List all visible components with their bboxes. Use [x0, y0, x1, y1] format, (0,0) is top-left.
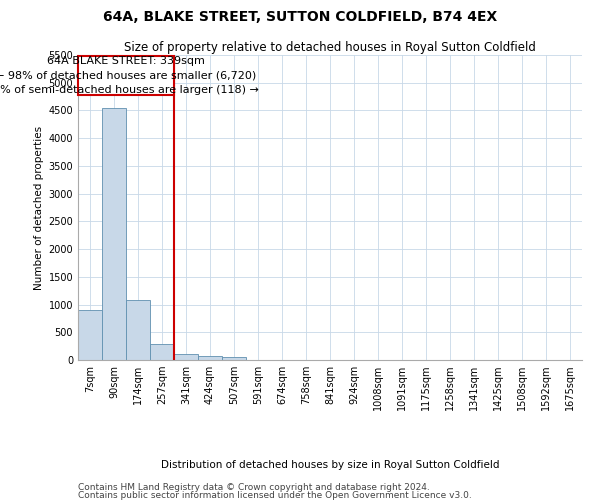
Text: 2% of semi-detached houses are larger (118) →: 2% of semi-detached houses are larger (1… — [0, 85, 259, 95]
Bar — [102, 108, 126, 360]
Text: Contains public sector information licensed under the Open Government Licence v3: Contains public sector information licen… — [78, 490, 472, 500]
Bar — [126, 300, 150, 360]
Bar — [198, 356, 222, 360]
Title: Size of property relative to detached houses in Royal Sutton Coldfield: Size of property relative to detached ho… — [124, 41, 536, 54]
Y-axis label: Number of detached properties: Number of detached properties — [34, 126, 44, 290]
Bar — [78, 56, 174, 95]
Bar — [222, 357, 246, 360]
Text: 64A BLAKE STREET: 339sqm: 64A BLAKE STREET: 339sqm — [47, 56, 205, 66]
Text: ← 98% of detached houses are smaller (6,720): ← 98% of detached houses are smaller (6,… — [0, 70, 257, 81]
Bar — [150, 344, 174, 360]
Text: Distribution of detached houses by size in Royal Sutton Coldfield: Distribution of detached houses by size … — [161, 460, 499, 470]
Text: 64A, BLAKE STREET, SUTTON COLDFIELD, B74 4EX: 64A, BLAKE STREET, SUTTON COLDFIELD, B74… — [103, 10, 497, 24]
Bar — [174, 354, 198, 360]
Text: Contains HM Land Registry data © Crown copyright and database right 2024.: Contains HM Land Registry data © Crown c… — [78, 483, 430, 492]
Bar — [78, 310, 102, 360]
